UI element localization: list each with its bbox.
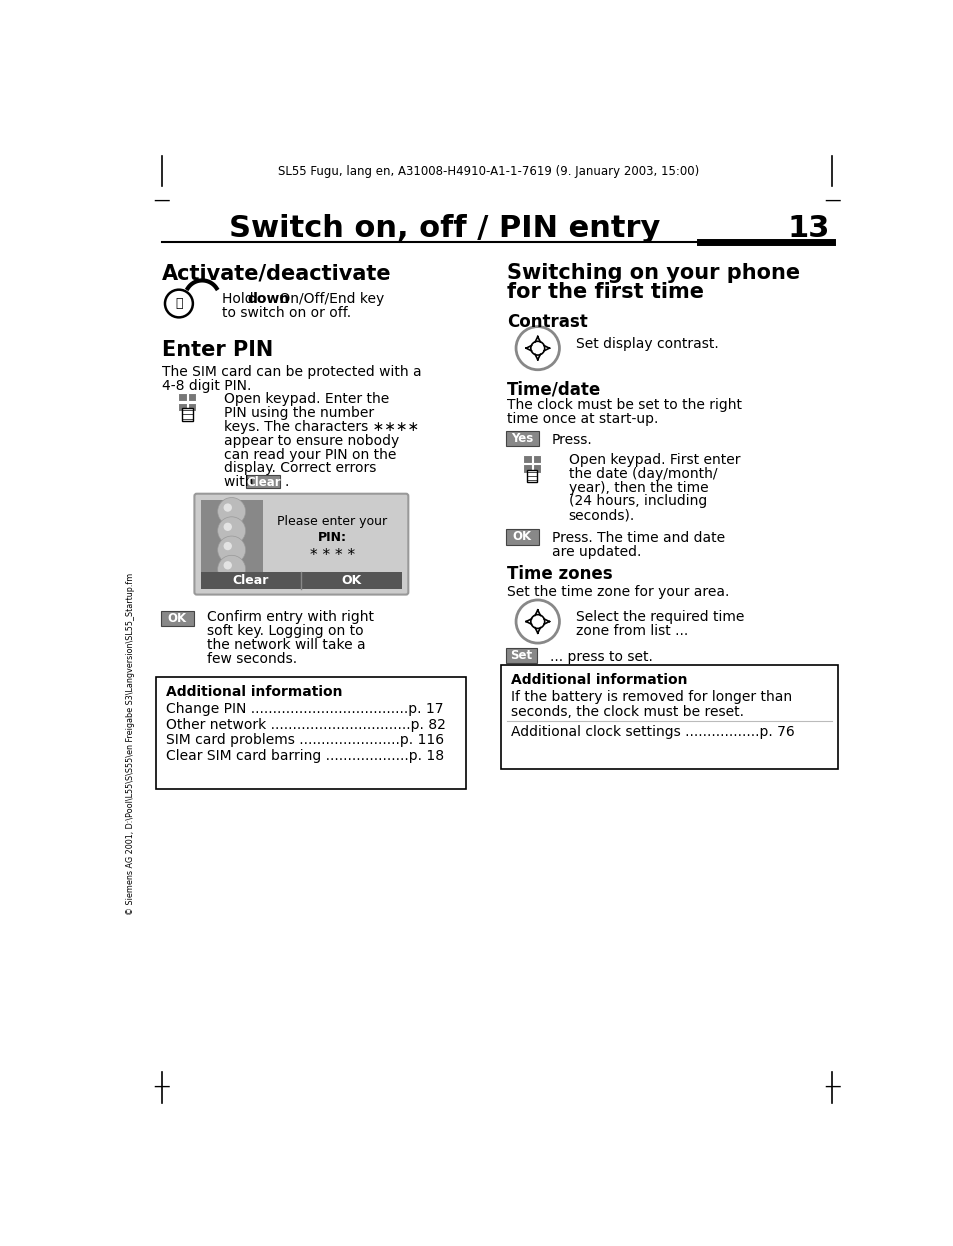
FancyBboxPatch shape — [182, 407, 193, 421]
Text: Additional clock settings .................p. 76: Additional clock settings ..............… — [510, 725, 794, 739]
Text: are updated.: are updated. — [551, 546, 640, 559]
FancyBboxPatch shape — [188, 402, 196, 411]
FancyBboxPatch shape — [161, 611, 193, 627]
FancyBboxPatch shape — [523, 465, 531, 472]
FancyBboxPatch shape — [200, 500, 262, 588]
Text: The SIM card can be protected with a: The SIM card can be protected with a — [162, 365, 421, 379]
FancyBboxPatch shape — [500, 664, 838, 769]
FancyBboxPatch shape — [194, 493, 408, 594]
Text: PIN using the number: PIN using the number — [224, 406, 374, 420]
Circle shape — [223, 542, 232, 551]
Text: Change PIN ....................................p. 17: Change PIN .............................… — [166, 703, 443, 716]
FancyBboxPatch shape — [178, 402, 187, 411]
Text: to switch on or off.: to switch on or off. — [222, 305, 351, 320]
Text: Open keypad. Enter the: Open keypad. Enter the — [224, 392, 389, 406]
Text: Other network ................................p. 82: Other network ..........................… — [166, 718, 445, 731]
Text: OK: OK — [341, 574, 361, 587]
Circle shape — [217, 556, 245, 583]
Text: ... press to set.: ... press to set. — [550, 650, 653, 664]
Text: —: — — [153, 191, 170, 208]
Text: year), then the time: year), then the time — [568, 481, 708, 495]
Text: appear to ensure nobody: appear to ensure nobody — [224, 434, 398, 447]
Text: Additional information: Additional information — [510, 673, 686, 687]
Text: display. Correct errors: display. Correct errors — [224, 461, 375, 476]
Text: for the first time: for the first time — [506, 282, 703, 302]
FancyBboxPatch shape — [505, 530, 537, 545]
Text: Hold: Hold — [222, 292, 258, 307]
Text: 4-8 digit PIN.: 4-8 digit PIN. — [162, 379, 251, 392]
FancyBboxPatch shape — [533, 455, 540, 462]
Text: Contrast: Contrast — [506, 313, 587, 330]
Text: Please enter your: Please enter your — [277, 516, 387, 528]
Text: Additional information: Additional information — [166, 685, 342, 699]
Text: © Siemens AG 2001, D:\Pool\L55\S\S55\en Freigabe S3\Langversion\SL55_Startup.fm: © Siemens AG 2001, D:\Pool\L55\S\S55\en … — [126, 573, 135, 916]
Text: Select the required time: Select the required time — [576, 611, 744, 624]
Text: .: . — [284, 475, 289, 490]
Text: OK: OK — [168, 612, 187, 625]
FancyBboxPatch shape — [523, 455, 531, 462]
Text: Yes: Yes — [511, 432, 533, 445]
Text: Time zones: Time zones — [506, 566, 612, 583]
FancyBboxPatch shape — [505, 648, 537, 663]
Text: Time/date: Time/date — [506, 380, 600, 399]
Text: keys. The characters ∗∗∗∗: keys. The characters ∗∗∗∗ — [224, 420, 418, 434]
Text: Switching on your phone: Switching on your phone — [506, 263, 799, 284]
Text: 13: 13 — [787, 214, 829, 243]
Text: On/Off/End key: On/Off/End key — [274, 292, 384, 307]
Circle shape — [223, 503, 232, 512]
Text: ⓘ: ⓘ — [175, 297, 182, 310]
Text: the date (day/month/: the date (day/month/ — [568, 467, 717, 481]
Circle shape — [223, 522, 232, 531]
FancyBboxPatch shape — [200, 572, 402, 589]
Text: Enter PIN: Enter PIN — [162, 340, 273, 360]
FancyBboxPatch shape — [533, 465, 540, 472]
Circle shape — [217, 497, 245, 526]
Text: PIN:: PIN: — [317, 531, 347, 543]
Text: time once at start-up.: time once at start-up. — [506, 412, 658, 426]
FancyBboxPatch shape — [155, 677, 466, 790]
Text: Clear: Clear — [246, 476, 280, 490]
Text: the network will take a: the network will take a — [207, 638, 365, 652]
Text: Clear: Clear — [233, 574, 269, 587]
Text: Press. The time and date: Press. The time and date — [551, 532, 724, 546]
Text: Confirm entry with right: Confirm entry with right — [207, 611, 374, 624]
FancyBboxPatch shape — [178, 394, 187, 401]
Text: If the battery is removed for longer than: If the battery is removed for longer tha… — [510, 690, 791, 704]
Circle shape — [217, 517, 245, 545]
Text: OK: OK — [512, 531, 531, 543]
Text: Open keypad. First enter: Open keypad. First enter — [568, 452, 740, 467]
Text: The clock must be set to the right: The clock must be set to the right — [506, 399, 741, 412]
Text: Set the time zone for your area.: Set the time zone for your area. — [506, 584, 728, 598]
FancyBboxPatch shape — [188, 394, 196, 401]
Text: zone from list ...: zone from list ... — [576, 624, 688, 638]
Text: SIM card problems .......................p. 116: SIM card problems ......................… — [166, 733, 443, 748]
Text: seconds, the clock must be reset.: seconds, the clock must be reset. — [510, 705, 742, 719]
Text: Clear SIM card barring ...................p. 18: Clear SIM card barring .................… — [166, 749, 443, 763]
Text: Set: Set — [510, 649, 532, 662]
Text: soft key. Logging on to: soft key. Logging on to — [207, 624, 363, 638]
Text: few seconds.: few seconds. — [207, 652, 296, 665]
Text: Activate/deactivate: Activate/deactivate — [162, 263, 391, 284]
Text: —: — — [153, 1077, 170, 1095]
Circle shape — [223, 561, 232, 569]
Circle shape — [217, 536, 245, 563]
Text: seconds).: seconds). — [568, 508, 635, 522]
Text: Switch on, off / PIN entry: Switch on, off / PIN entry — [229, 214, 659, 243]
Text: (24 hours, including: (24 hours, including — [568, 495, 706, 508]
Text: * * * *: * * * * — [310, 548, 355, 563]
Text: —: — — [823, 1077, 840, 1095]
FancyBboxPatch shape — [246, 475, 280, 488]
Text: down: down — [247, 292, 289, 307]
FancyBboxPatch shape — [527, 470, 537, 482]
Text: Press.: Press. — [551, 432, 592, 447]
Text: can read your PIN on the: can read your PIN on the — [224, 447, 395, 461]
Text: —: — — [823, 191, 840, 208]
Text: Set display contrast.: Set display contrast. — [576, 338, 719, 351]
Text: SL55 Fugu, lang en, A31008-H4910-A1-1-7619 (9. January 2003, 15:00): SL55 Fugu, lang en, A31008-H4910-A1-1-76… — [278, 164, 699, 178]
Text: with: with — [224, 475, 257, 490]
FancyBboxPatch shape — [505, 431, 537, 446]
